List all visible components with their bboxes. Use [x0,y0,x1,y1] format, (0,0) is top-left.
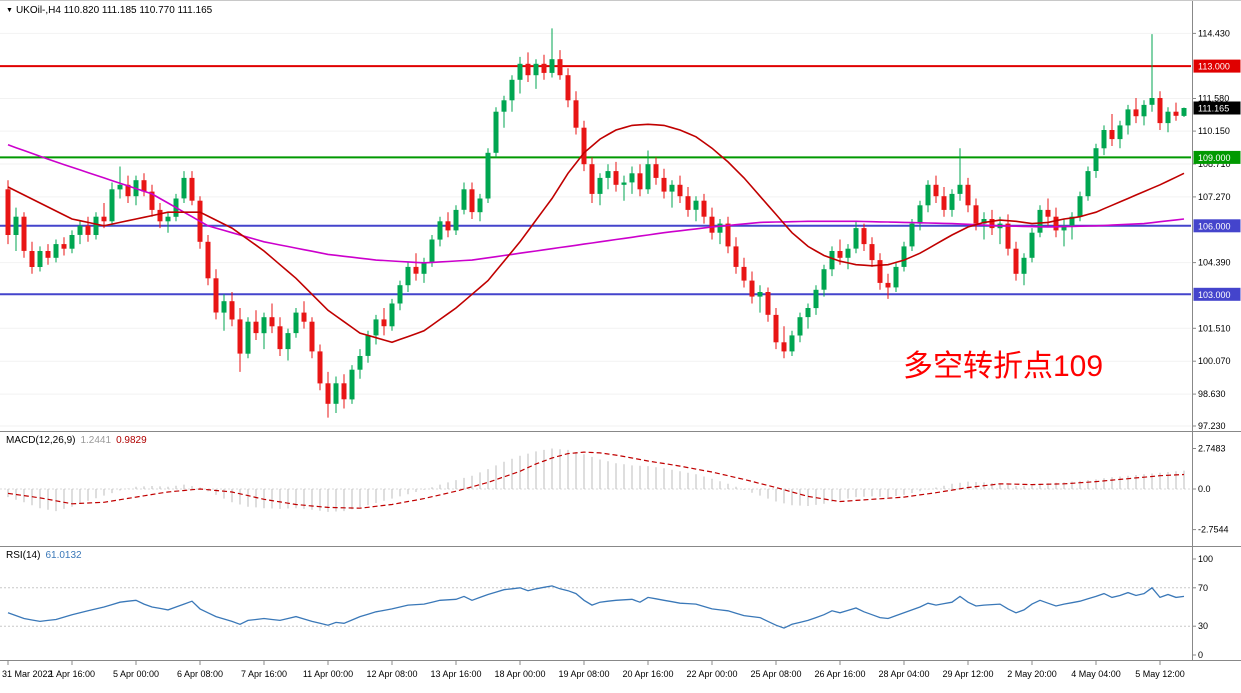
time-label: 6 Apr 08:00 [177,669,223,679]
time-label: 13 Apr 16:00 [430,669,481,679]
rsi-axis-label: 30 [1198,621,1208,631]
price-axis-separator [1192,1,1193,660]
rsi-axis-label: 0 [1198,650,1203,660]
price-badge-106.000: 106.000 [1193,219,1241,233]
rsi-canvas[interactable]: 100 70 30 0 [0,547,1241,660]
macd-axis-label: 0.0 [1198,484,1211,494]
rsi-axis: 100 70 30 0 [1192,554,1213,660]
time-label: 19 Apr 08:00 [558,669,609,679]
symbol-timeframe-label: UKOil-,H4 [15,5,61,16]
time-label: 11 Apr 00:00 [303,669,353,679]
rsi-value: 61.0132 [45,550,82,561]
candles [5,28,1187,418]
price-badge-109.000: 109.000 [1193,150,1241,164]
svg-text:113.000: 113.000 [1198,62,1230,72]
macd-signal-line [7,451,1185,509]
time-label: 28 Apr 04:00 [878,669,929,679]
time-label: 1 Apr 16:00 [49,669,95,679]
price-badge-113.000: 113.000 [1193,59,1241,73]
price-chart-canvas[interactable]: 114.430 111.580 110.150 108.710 107.270 104.3… [0,1,1241,431]
price-axis-label: 98.630 [1198,389,1226,399]
price-axis-label: 104.390 [1198,258,1231,268]
macd-label: MACD(12,26,9) 1.2441 0.9829 [6,435,152,446]
macd-canvas[interactable]: 2.7483 0.0 -2.7544 [0,432,1241,546]
macd-axis-label: 2.7483 [1198,444,1226,454]
time-label: 5 May 12:00 [1135,669,1185,679]
time-label: 25 Apr 08:00 [750,669,801,679]
time-label: 2 May 20:00 [1007,669,1057,679]
ma-fast-line [7,123,1185,344]
price-axis-label: 107.270 [1198,192,1231,202]
time-label: 18 Apr 00:00 [494,669,545,679]
macd-value-signal: 0.9829 [116,435,147,446]
price-badge-103.000: 103.000 [1193,287,1241,301]
price-gridlines [0,32,1191,427]
price-axis-label: 110.150 [1198,126,1230,136]
ma-slow-line [7,144,1185,264]
svg-text:111.165: 111.165 [1198,104,1229,114]
rsi-label: RSI(14) 61.0132 [6,550,87,561]
time-label: 22 Apr 00:00 [686,669,737,679]
macd-histogram [7,448,1185,512]
macd-panel[interactable]: 2.7483 0.0 -2.7544 MACD(12,26,9) 1.2441 0.98… [0,431,1241,546]
macd-value-main: 1.2441 [80,435,112,446]
annotation-text[interactable]: 多空转折点109 [903,350,1104,383]
price-chart-panel[interactable]: 114.430 111.580 110.150 108.710 107.270 104.3… [0,1,1241,431]
macd-axis: 2.7483 0.0 -2.7544 [1192,444,1229,535]
ohlc-values: 110.820 111.185 110.770 111.165 [63,5,213,16]
macd-indicator-name: MACD(12,26,9) [6,435,76,446]
rsi-axis-label: 70 [1198,583,1208,593]
rsi-axis-label: 100 [1198,554,1213,564]
time-label: 5 Apr 00:00 [113,669,159,679]
price-axis-label: 114.430 [1198,28,1230,38]
price-axis-label: 101.510 [1198,323,1231,333]
rsi-panel[interactable]: 100 70 30 0 RSI(14) 61.0132 [0,546,1241,660]
svg-text:106.000: 106.000 [1198,221,1231,231]
chart-title: ▼ UKOil-,H4 110.820 111.185 110.770 111.1… [6,5,212,16]
svg-text:103.000: 103.000 [1198,290,1231,300]
price-axis: 114.430 111.580 110.150 108.710 107.270 104.3… [1192,28,1231,431]
symbol-marker-icon: ▼ [6,7,13,14]
macd-axis-label: -2.7544 [1198,525,1229,535]
time-label: 7 Apr 16:00 [241,669,287,679]
time-label: 4 May 04:00 [1071,669,1121,679]
svg-text:109.000: 109.000 [1198,153,1231,163]
rsi-indicator-name: RSI(14) [6,550,41,561]
time-label: 20 Apr 16:00 [622,669,673,679]
time-label: 26 Apr 16:00 [814,669,865,679]
time-label: 31 Mar 2022 [2,669,53,679]
price-badge-111.165: 111.165 [1193,101,1241,115]
price-axis-label: 100.070 [1198,356,1231,366]
time-label: 29 Apr 12:00 [942,669,993,679]
time-label: 12 Apr 08:00 [366,669,417,679]
price-axis-label: 111.580 [1198,94,1229,104]
price-axis-label: 97.230 [1198,421,1226,431]
time-axis-panel[interactable]: 31 Mar 2022 1 Apr 16:00 5 Apr 00:00 6 Apr 0… [0,660,1241,693]
rsi-line [7,585,1185,629]
price-axis-label: 108.710 [1198,159,1231,169]
